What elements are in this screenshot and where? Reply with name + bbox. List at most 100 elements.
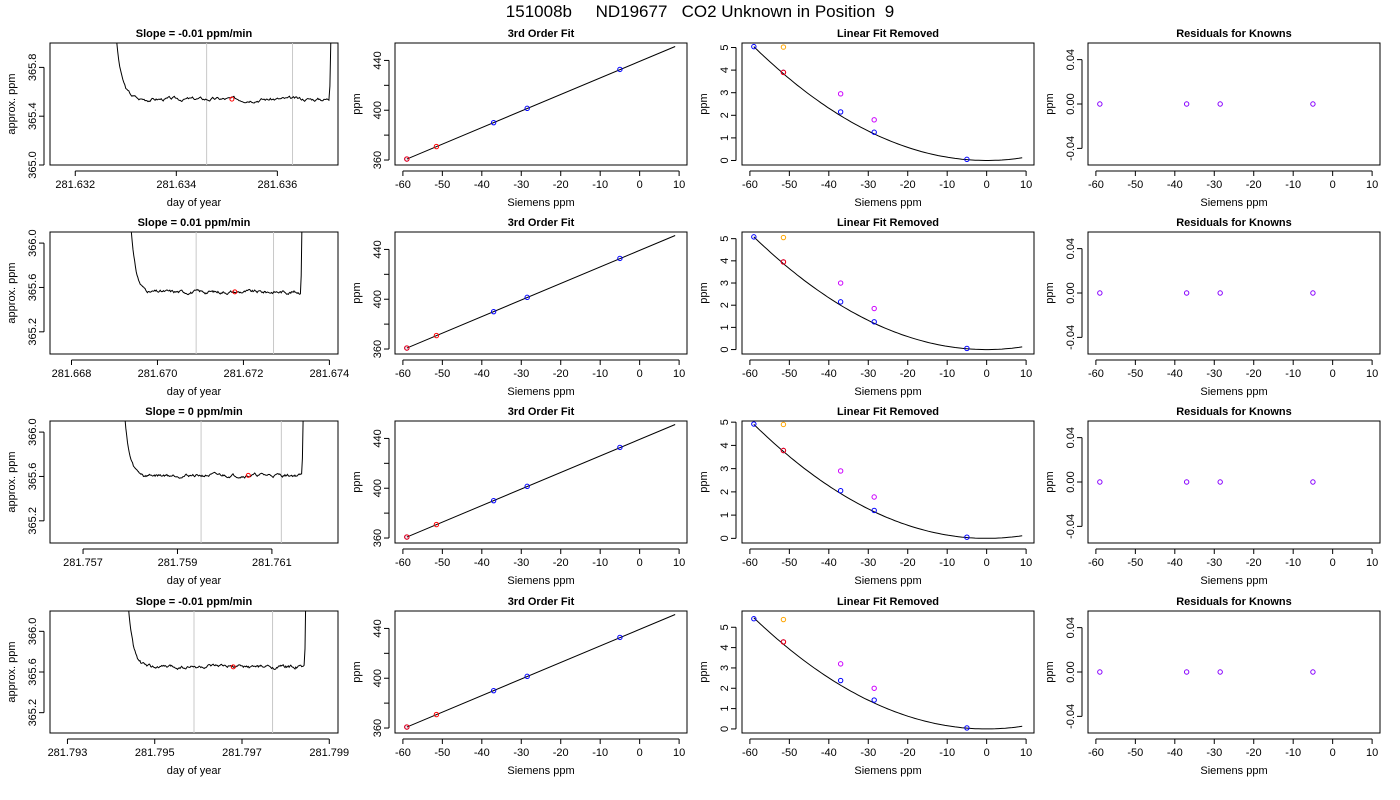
standard-point [871,507,877,514]
x-tick-label: -50 [434,747,450,759]
standard-point [524,483,530,490]
x-tick-label: 0 [984,747,990,759]
trace-line [116,43,332,104]
x-axis-label: day of year [167,765,222,777]
residual-point [1097,290,1103,296]
x-tick-label: 10 [1020,179,1032,191]
standard-point [837,109,844,115]
plot-content [128,611,307,733]
x-tick-label: -60 [742,368,758,380]
x-tick-label: 281.795 [135,747,175,759]
y-tick-label: 360 [372,719,384,737]
magenta-point [871,494,877,500]
y-tick-label: 365.6 [27,274,39,302]
plot-frame [394,610,688,734]
x-tick-label: -10 [939,179,955,191]
x-tick-label: -30 [860,557,876,569]
unknown-point [404,534,410,540]
y-tick-label: 0.04 [1065,617,1077,638]
x-axis-label: Siemens ppm [1200,197,1267,209]
page-title: 151008b ND19677 CO2 Unknown in Position … [505,2,895,21]
panel-resid-row3: Residuals for Knowns -60 -50 -40 -30 -20 -10 0 1… [1044,406,1381,587]
x-tick-label: 0 [984,179,990,191]
x-tick-label: -50 [781,557,797,569]
standard-point [524,673,530,680]
y-tick-label: -0.04 [1065,136,1077,161]
x-axis-label: Siemens ppm [854,575,921,587]
unknown-point [780,639,787,645]
x-tick-label: 281.636 [257,179,297,191]
x-axis-label: day of year [167,386,222,398]
y-tick-label: 365.4 [27,102,39,130]
orange-point [780,421,787,428]
orange-point [780,234,787,241]
magenta-point [837,280,844,286]
y-tick-label: 400 [372,669,384,687]
standard-point [490,687,497,694]
residual-point [1217,101,1223,107]
panel-trace-row2: Slope = 0.01 ppm/min 281.668 281.670 281.67… [6,217,349,398]
quadratic-curve [753,236,1023,351]
panel-linear-row3: Linear Fit Removed-60 -50 -40 -30 -20 -10 0 10S… [698,406,1035,587]
panel-title: Linear Fit Removed [837,596,939,608]
y-axis-label: ppm [1044,282,1056,303]
x-tick-label: -40 [474,557,490,569]
plot-content [1097,669,1316,675]
y-axis-label: approx. ppm [6,641,18,702]
x-tick-label: -40 [474,179,490,191]
x-tick-label: -50 [1127,368,1143,380]
y-tick-label: 1 [719,706,731,712]
plot-content [130,232,303,354]
x-tick-label: -50 [781,179,797,191]
plot-frame [394,420,688,544]
panel-fit-row2: 3rd Order Fit -60 -50 -40 -30 -20 -10 0 10 Siemen… [351,217,688,398]
x-tick-label: -40 [1167,368,1183,380]
y-tick-label: 5 [719,419,731,425]
standard-point [524,294,530,301]
fit-line [406,424,676,538]
panel-trace-row4: Slope = -0.01 ppm/min 281.793 281.795 281.7… [6,596,349,777]
x-tick-label: 281.799 [309,747,349,759]
x-tick-label: -30 [513,557,529,569]
x-tick-label: -30 [860,368,876,380]
x-axis-label: Siemens ppm [854,197,921,209]
x-tick-label: -40 [1167,557,1183,569]
x-tick-label: 10 [673,179,685,191]
standard-point [871,319,877,325]
y-tick-label: 4 [719,442,731,448]
x-tick-label: -60 [1088,368,1104,380]
panel-linear-row4: Linear Fit Removed-60 -50 -40 -30 -20 -10 0 10S… [698,596,1035,777]
quadratic-curve [753,423,1023,539]
standard-point [490,119,497,126]
standard-point [751,421,757,427]
standard-point [964,156,970,163]
x-tick-label: -30 [513,179,529,191]
x-tick-label: 10 [1366,557,1378,569]
panel-title: Slope = -0.01 ppm/min [136,596,253,608]
x-tick-label: -20 [1246,179,1262,191]
unknown-point [433,143,440,150]
x-tick-label: -50 [434,368,450,380]
x-tick-label: -10 [592,179,608,191]
plot-content [404,46,676,162]
residual-point [1183,290,1190,296]
y-axis-label: approx. ppm [6,262,18,323]
y-tick-label: 400 [372,479,384,497]
y-tick-label: 5 [719,236,731,242]
y-axis-label: ppm [1044,93,1056,114]
plot-content [404,235,676,351]
y-tick-label: 2 [719,302,731,308]
plot-content [751,43,1023,163]
y-tick-label: 440 [372,240,384,258]
panel-title: Slope = -0.01 ppm/min [136,28,253,40]
plot-frame [1087,420,1381,544]
standard-point [524,105,530,112]
plot-frame [49,42,339,166]
unknown-point [433,332,440,339]
magenta-point [871,305,877,312]
y-tick-label: 0.00 [1065,471,1077,492]
x-tick-label: -60 [742,557,758,569]
x-tick-label: 0 [1330,179,1336,191]
x-tick-label: -30 [1206,747,1222,759]
